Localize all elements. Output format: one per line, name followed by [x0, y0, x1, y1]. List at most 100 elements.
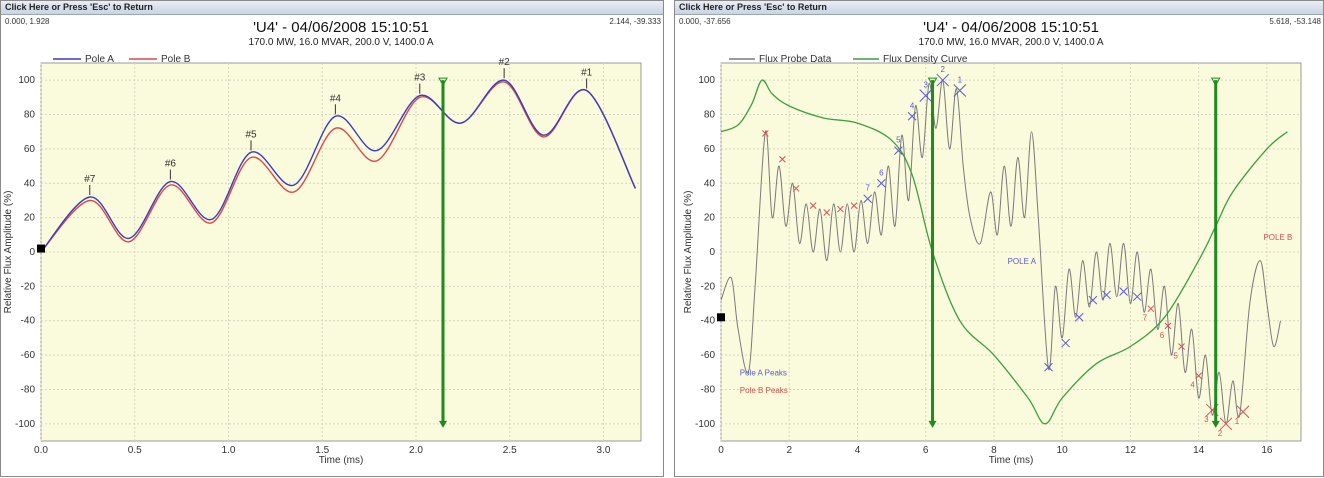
y-axis-label: Relative Flux Amplitude (%): [3, 191, 14, 314]
origin-marker: [37, 244, 45, 253]
pole-b-peak-point: [1164, 322, 1172, 330]
x-tick-label: 3.0: [597, 445, 611, 456]
x-tick-label: 0.5: [128, 445, 142, 456]
pole-a-peak-point: [1132, 292, 1142, 302]
y-tick-label: 0: [709, 247, 715, 258]
x-tick-label: 12: [1125, 445, 1137, 456]
pole-a-peak-point: [953, 84, 967, 97]
x-tick-label: 8: [991, 445, 997, 456]
chart-svg-left: 0.000, 1.928 2.144, -39.333 'U4' - 04/06/2…: [3, 17, 662, 466]
x-tick-label: 4: [855, 445, 861, 456]
annotation-pole-b: POLE B: [1263, 233, 1292, 242]
y-axis-label: Relative Flux Amplitude (%): [683, 191, 694, 314]
return-bar[interactable]: Click Here or Press 'Esc' to Return: [1, 1, 663, 15]
legend-label-pole-a: Pole A: [85, 54, 114, 65]
pole-b-peak-label: 2: [1218, 429, 1223, 438]
pole-b-peak-label: 1: [1235, 417, 1240, 426]
annotation-pole-b-peaks: Pole B Peaks: [740, 386, 788, 395]
cursor-top-handle: [438, 77, 448, 87]
legend-label-pole-b: Pole B: [161, 54, 191, 65]
y-tick-label: -100: [695, 419, 715, 430]
peak-label: #1: [581, 67, 593, 78]
y-tick-label: -80: [701, 384, 716, 395]
peak-label: #2: [499, 57, 511, 68]
pole-a-peak-point: [1088, 295, 1098, 305]
y-tick-label: 20: [24, 213, 36, 224]
pole-a-peak-label: 3: [923, 81, 928, 90]
pole-a-peak-point: [936, 73, 950, 87]
pole-b-peak-point: [850, 202, 858, 209]
x-axis-label: Time (ms): [989, 455, 1034, 466]
chart-subtitle: 170.0 MW, 16.0 MVAR, 200.0 V, 1400.0 A: [918, 37, 1103, 48]
pole-b-peak-point: [1147, 305, 1155, 313]
pole-a-peak-point: [876, 178, 886, 188]
peak-label: #4: [330, 93, 342, 104]
pole-b-peak-point: [792, 185, 800, 192]
chart-panel-pole-flux: Click Here or Press 'Esc' to Return 0.0 0…: [0, 0, 664, 477]
return-bar[interactable]: Click Here or Press 'Esc' to Return: [675, 1, 1323, 15]
peak-label: #3: [414, 73, 426, 84]
pole-a-peak-point: [894, 146, 903, 155]
y-tick-label: 0: [29, 247, 35, 258]
pole-a-peak-point: [907, 111, 917, 121]
series-line-density-curve: [720, 79, 1288, 425]
chart-svg-right: 0.000, -37.656 5.618, -53.148 'U4' - 04/06…: [679, 17, 1322, 466]
annotation-pole-a-peaks: Pole A Peaks: [740, 369, 787, 378]
x-tick-label: 2.5: [503, 445, 517, 456]
peak-label: #6: [165, 159, 177, 170]
cursor-top-handle: [1210, 77, 1221, 87]
pole-a-peak-label: 6: [879, 168, 884, 177]
pole-a-peak-label: 5: [896, 136, 901, 145]
x-tick-label: 1.0: [222, 445, 236, 456]
pole-a-peak-point: [1119, 287, 1128, 296]
peak-label: #7: [84, 174, 96, 185]
cursor-bottom-handle: [439, 420, 447, 428]
pole-a-peak-point: [1061, 338, 1070, 348]
chart-panel-flux-density: Click Here or Press 'Esc' to Return 0.00…: [674, 0, 1324, 477]
y-tick-label: 40: [704, 178, 716, 189]
pole-b-peak-label: 5: [1173, 352, 1178, 361]
x-tick-label: 6: [923, 445, 929, 456]
series-line-pole-a: [40, 79, 637, 253]
peak-label: #5: [245, 129, 257, 140]
y-tick-label: -40: [701, 316, 716, 327]
y-tick-label: 100: [698, 75, 715, 86]
origin-marker: [717, 313, 725, 322]
y-tick-label: 40: [24, 178, 36, 189]
pole-b-peak-point: [1236, 405, 1250, 419]
pole-b-peak-label: 3: [1204, 415, 1209, 424]
x-tick-label: 14: [1193, 445, 1205, 456]
pole-b-peak-label: 4: [1190, 381, 1195, 390]
y-tick-label: -40: [21, 316, 36, 327]
pole-a-peak-point: [919, 89, 933, 102]
corner-readout-right: 2.144, -39.333: [609, 17, 661, 26]
series-line-flux-probe: [720, 79, 1281, 425]
y-tick-label: 60: [704, 144, 716, 155]
cursor-bottom-handle: [1211, 420, 1220, 428]
y-tick-label: 100: [18, 75, 35, 86]
pole-b-peak-point: [823, 209, 831, 216]
pole-a-peak-point: [1102, 290, 1111, 300]
cursor-bottom-handle: [928, 420, 937, 428]
y-tick-label: 60: [24, 144, 36, 155]
pole-a-peak-label: 4: [910, 101, 915, 110]
y-tick-label: 80: [24, 110, 36, 121]
pole-b-peak-point: [1178, 343, 1185, 350]
pole-b-peak-point: [809, 202, 817, 209]
pole-b-peak-point: [1195, 372, 1203, 380]
pole-b-peak-point: [779, 155, 786, 163]
annotation-pole-a: POLE A: [1008, 257, 1037, 266]
pole-a-peak-label: 1: [958, 75, 963, 84]
x-tick-label: 0: [718, 445, 724, 456]
y-tick-label: 20: [704, 213, 716, 224]
x-tick-label: 0.0: [34, 445, 48, 456]
legend-label-flux-probe: Flux Probe Data: [759, 54, 832, 65]
x-tick-label: 1.5: [315, 445, 329, 456]
pole-b-peak-point: [837, 205, 844, 213]
pole-a-peak-point: [863, 194, 873, 204]
y-tick-label: -80: [21, 384, 36, 395]
x-tick-label: 2.0: [409, 445, 423, 456]
cursor-top-handle: [927, 77, 938, 87]
y-tick-label: -60: [21, 350, 36, 361]
corner-readout-right: 5.618, -53.148: [1269, 17, 1321, 26]
